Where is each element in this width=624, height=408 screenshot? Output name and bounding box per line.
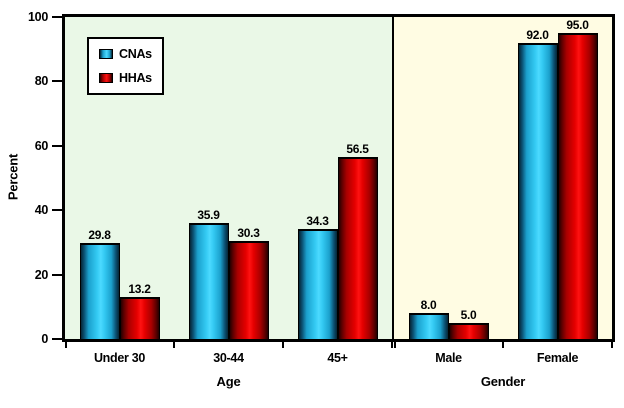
bar-cnas-female: 92.0 [517, 28, 558, 339]
value-label: 5.0 [460, 307, 477, 322]
category-label-female: Female [536, 351, 579, 365]
bar-cnas-male: 8.0 [408, 298, 449, 339]
category-slot-30-44: 35.9 30.3 30-44 [174, 17, 284, 365]
category-label-30-44: 30-44 [213, 351, 244, 365]
bar-pair: 34.3 56.5 [297, 17, 378, 339]
value-label: 29.8 [88, 228, 111, 243]
y-tick-mark [52, 144, 63, 147]
bar-pair: 8.0 5.0 [408, 17, 489, 339]
y-axis-title: Percent [5, 153, 21, 201]
bar-hhas-under-30: 13.2 [119, 282, 160, 339]
cnas-swatch-icon [99, 49, 113, 59]
legend-item-cnas: CNAs [99, 47, 152, 61]
bar-hhas-female: 95.0 [557, 18, 598, 339]
bar-cnas-30-44: 35.9 [188, 208, 229, 339]
axis-group-label-age: Age [216, 374, 241, 389]
y-tick-label: 20 [34, 267, 49, 282]
value-label: 56.5 [346, 142, 369, 157]
value-label: 35.9 [197, 208, 220, 223]
category-slot-45: 34.3 56.5 45+ [283, 17, 393, 365]
plot-area: CNAs HHAs 29.8 13.2 Under 30 35.9 30.3 30-44 3… [62, 14, 615, 389]
section-age: 29.8 13.2 Under 30 35.9 30.3 30-44 34.3 56.5 45+… [65, 17, 393, 389]
value-label: 30.3 [237, 226, 260, 241]
category-label-45: 45+ [327, 351, 348, 365]
y-tick-label: 0 [41, 332, 48, 346]
bar-cnas-45: 34.3 [297, 214, 338, 339]
category-slot-under-30: 29.8 13.2 Under 30 [65, 17, 175, 365]
bar-pair: 35.9 30.3 [188, 17, 269, 339]
hhas-swatch-icon [99, 73, 113, 83]
legend-label-hhas: HHAs [119, 71, 152, 85]
value-label: 34.3 [306, 213, 329, 228]
legend-label-cnas: CNAs [119, 47, 152, 61]
legend: CNAs HHAs [87, 37, 164, 95]
y-tick-label: 40 [34, 203, 49, 218]
y-tick-label: 60 [34, 138, 49, 153]
y-tick-mark [52, 338, 63, 340]
category-label-male: Male [435, 351, 462, 365]
category-slot-male: 8.0 5.0 Male [394, 17, 504, 365]
y-tick-mark [52, 80, 63, 83]
value-label: 95.0 [566, 18, 589, 33]
bar-hhas-45: 56.5 [337, 142, 378, 339]
value-label: 8.0 [420, 298, 437, 313]
bar-cnas-under-30: 29.8 [79, 228, 120, 339]
section-gender: 8.0 5.0 Male 92.0 95.0 Female Gender [392, 17, 613, 389]
axis-group-label-gender: Gender [480, 374, 526, 389]
bar-pair: 29.8 13.2 [79, 17, 160, 339]
bar-pair: 92.0 95.0 [517, 17, 598, 339]
y-tick-mark [52, 273, 63, 276]
y-tick-mark [52, 16, 63, 18]
category-slot-female: 92.0 95.0 Female [503, 17, 613, 365]
category-label-under-30: Under 30 [93, 351, 146, 365]
bar-hhas-male: 5.0 [448, 308, 489, 339]
y-tick-mark [52, 209, 63, 212]
legend-item-hhas: HHAs [99, 71, 152, 85]
value-label: 92.0 [526, 27, 549, 42]
y-tick-label: 80 [34, 74, 49, 89]
bar-hhas-30-44: 30.3 [228, 226, 269, 339]
y-tick-label: 100 [28, 10, 48, 24]
value-label: 13.2 [128, 281, 151, 296]
